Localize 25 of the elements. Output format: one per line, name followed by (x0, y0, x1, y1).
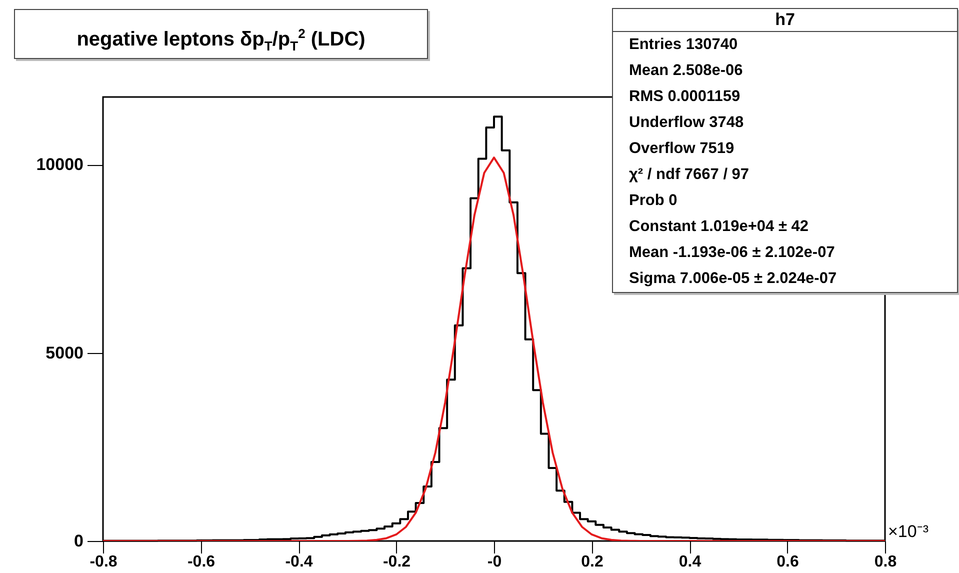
title-box: negative leptons δp$_{T}$/p$_{T}$$^{2}$ (LDC) (14, 9, 428, 59)
annotation: Constant 1.019e+04 ± 42 (628, 217, 810, 237)
x-axis-title: ×10⁻³ (888, 521, 928, 542)
text: Entries 130740 (629, 36, 738, 53)
annotation: Mean -1.193e-06 ± 2.102e-07 (628, 243, 836, 263)
x-tick-label: 0.6 (776, 554, 799, 570)
x-tick-label: -0.4 (285, 554, 313, 570)
annotation: Overflow 7519 (628, 139, 736, 159)
x-tick-label: -0.2 (382, 554, 411, 570)
x-tick-label: -0.6 (187, 554, 216, 570)
annotation: Prob 0 (628, 191, 678, 211)
x-tick-label: -0.8 (90, 554, 118, 570)
x-tick-label: 0.4 (678, 554, 702, 570)
y-tick-label: 10000 (36, 155, 84, 174)
annotation: Sigma 7.006e-05 ± 2.024e-07 (628, 269, 838, 289)
annotation: χ² / ndf 7667 / 97 (628, 165, 750, 185)
x-tick-label: -0 (487, 554, 502, 570)
x-tick-label: 0.2 (581, 554, 604, 570)
y-tick-label: 5000 (46, 343, 84, 362)
text: Mean 2.508e-06 (629, 62, 743, 79)
y-tick-label: 0 (74, 532, 84, 550)
x-tick-label: 0.8 (874, 554, 897, 570)
annotation: RMS 0.0001159 (628, 87, 742, 107)
annotation: Underflow 3748 (628, 113, 745, 133)
text: h7 (775, 10, 795, 29)
